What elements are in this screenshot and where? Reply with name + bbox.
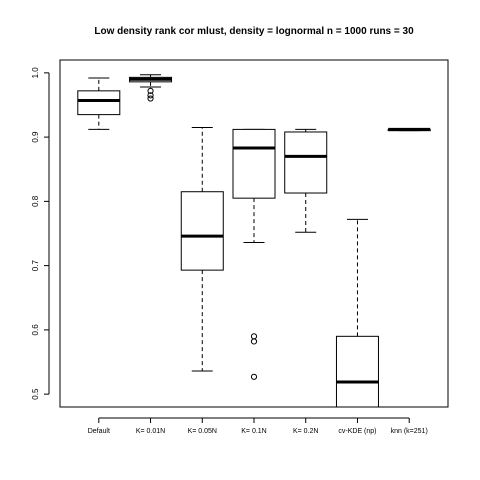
- box-6: [335, 218, 379, 408]
- x-tick-label: K= 0.1N: [241, 428, 267, 435]
- chart-title: Low density rank cor mlust, density = lo…: [94, 26, 414, 37]
- box-3: [180, 126, 224, 372]
- iqr-box: [335, 335, 379, 408]
- outlier-point: [250, 373, 258, 380]
- x-tick-label: cv-KDE (np): [338, 428, 376, 435]
- box-4: [232, 128, 276, 380]
- x-tick-label: K= 0.01N: [136, 428, 165, 435]
- outlier-point: [250, 333, 258, 340]
- box-5: [284, 128, 328, 233]
- outlier-point: [147, 95, 154, 102]
- outlier-point: [147, 92, 154, 99]
- iqr-box: [284, 131, 328, 194]
- iqr-box: [77, 90, 121, 116]
- y-tick-label: 0.9: [31, 131, 40, 143]
- plot-frame: [59, 59, 449, 408]
- box-series: [77, 74, 431, 408]
- y-tick-label: 1.0: [31, 67, 40, 79]
- x-axis: Default K= 0.01N K= 0.05N K= 0.1N K= 0.2N cv-…: [88, 417, 428, 435]
- box-2: [129, 74, 173, 102]
- y-tick-label: 0.8: [31, 195, 40, 207]
- outlier-point: [250, 338, 258, 345]
- iqr-box: [232, 128, 276, 199]
- y-axis: 0.5 0.6 0.7 0.8 0.9 1.0: [31, 67, 50, 400]
- x-tick-label: K= 0.05N: [188, 428, 217, 435]
- x-tick-label: knn (k=251): [391, 428, 428, 435]
- box-1: [77, 77, 121, 130]
- y-tick-label: 0.5: [31, 388, 40, 400]
- x-tick-label: Default: [88, 428, 110, 435]
- outlier-point: [147, 87, 154, 94]
- y-tick-label: 0.7: [31, 260, 40, 272]
- box-7: [387, 127, 431, 132]
- iqr-box: [180, 191, 224, 271]
- x-tick-label: K= 0.2N: [293, 428, 319, 435]
- y-tick-label: 0.6: [31, 324, 40, 336]
